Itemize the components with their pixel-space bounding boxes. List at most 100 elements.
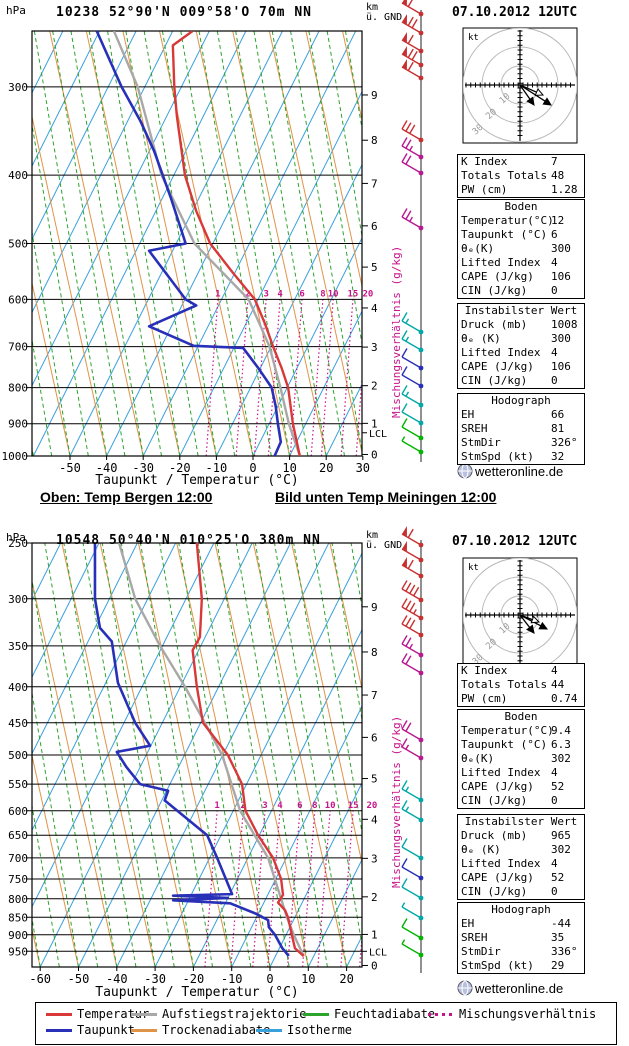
table-section-header: Boden — [504, 710, 538, 723]
stat-label: PW (cm) — [461, 692, 508, 705]
stat-value: 4 — [551, 857, 558, 870]
svg-text:2: 2 — [245, 289, 250, 299]
table-row: CAPE (J/kg) 52 — [458, 871, 584, 885]
stat-value: 0 — [551, 885, 558, 898]
svg-text:2: 2 — [371, 380, 378, 393]
stat-table: Boden Temperatur(°C) 9.4 Taupunkt (°C) 6.3 θₑ… — [457, 709, 585, 809]
stat-label: Lifted Index — [461, 766, 541, 779]
stat-table: Instabilster Wert Druck (mb) 965 θₑ (K) 302 L… — [457, 814, 585, 900]
svg-text:10: 10 — [325, 801, 336, 811]
stat-value: 44 — [551, 678, 565, 691]
table-row: CIN (J/kg) 0 — [458, 284, 584, 298]
legend-item: Trockenadiabate — [131, 1023, 270, 1037]
legend-label: Temperatur — [77, 1007, 150, 1021]
svg-text:5: 5 — [371, 261, 378, 274]
legend-item: Mischungsverhältnis — [428, 1007, 596, 1021]
stat-label: CAPE (J/kg) — [461, 360, 534, 373]
svg-text:400: 400 — [8, 681, 28, 694]
svg-text:700: 700 — [8, 852, 28, 865]
svg-text:30: 30 — [356, 461, 370, 475]
table-row: Lifted Index 4 — [458, 346, 584, 360]
stat-label: CAPE (J/kg) — [461, 871, 534, 884]
legend-label: Mischungsverhältnis — [459, 1007, 597, 1021]
svg-text:4: 4 — [277, 801, 283, 811]
table-row: θₑ (K) 300 — [458, 332, 584, 346]
table-row: θₑ(K) 300 — [458, 242, 584, 256]
stat-label: CIN (J/kg) — [461, 885, 528, 898]
stat-label: θₑ (K) — [461, 332, 501, 345]
legend: Temperatur Aufstiegstrajektorie Feuchtadia… — [35, 1002, 617, 1045]
stat-label: StmDir — [461, 436, 501, 449]
svg-text:6: 6 — [371, 731, 378, 744]
svg-text:-40: -40 — [96, 461, 118, 475]
km-label: km — [366, 2, 379, 13]
svg-text:8: 8 — [371, 134, 378, 147]
stat-table: Instabilster Wert Druck (mb) 1008 θₑ (K) 300… — [457, 303, 585, 389]
table-row: CAPE (J/kg) 106 — [458, 360, 584, 374]
svg-text:3: 3 — [263, 289, 268, 299]
svg-text:10: 10 — [301, 972, 315, 986]
svg-text:500: 500 — [8, 749, 28, 762]
svg-text:3: 3 — [371, 852, 378, 865]
stat-label: CIN (J/kg) — [461, 284, 528, 297]
stat-label: Temperatur(°C) — [461, 214, 554, 227]
watermark-text: wetteronline.de — [475, 981, 564, 996]
stat-label: StmSpd (kt) — [461, 959, 534, 972]
legend-swatch — [256, 1029, 282, 1032]
legend-item: Feuchtadiabate — [303, 1007, 435, 1021]
legend-label: Trockenadiabate — [162, 1023, 271, 1037]
table-row: SREH 81 — [458, 422, 584, 436]
legend-item: Temperatur — [46, 1007, 149, 1021]
table-row: PW (cm) 0.74 — [458, 692, 584, 706]
svg-text:-10: -10 — [221, 972, 243, 986]
table-row: Totals Totals 48 — [458, 169, 584, 183]
gnd-label: ü. GND — [366, 540, 403, 551]
table-row: Druck (mb) 965 — [458, 829, 584, 843]
table-row: SREH 35 — [458, 931, 584, 945]
legend-item: Isotherme — [256, 1023, 352, 1037]
svg-text:8: 8 — [320, 289, 325, 299]
svg-text:400: 400 — [8, 169, 28, 182]
svg-text:750: 750 — [8, 873, 28, 886]
stat-label: CAPE (J/kg) — [461, 780, 534, 793]
legend-swatch — [131, 1029, 157, 1032]
stat-label: Lifted Index — [461, 346, 541, 359]
svg-text:900: 900 — [8, 929, 28, 942]
svg-text:6: 6 — [299, 289, 304, 299]
table-row: StmSpd (kt) 29 — [458, 959, 584, 973]
stat-value: 0 — [551, 794, 558, 807]
gnd-label: ü. GND — [366, 12, 403, 23]
table-section-header: Instabilster Wert — [464, 815, 578, 828]
caption-top: Oben: Temp Bergen 12:00 — [40, 489, 213, 505]
stat-value: 0 — [551, 374, 558, 387]
stat-value: 300 — [551, 242, 571, 255]
svg-text:kt: kt — [468, 33, 479, 43]
stat-label: CAPE (J/kg) — [461, 270, 534, 283]
svg-text:10: 10 — [282, 461, 296, 475]
svg-text:0: 0 — [371, 448, 378, 461]
svg-text:2: 2 — [371, 891, 378, 904]
km-axis-label: km ü. GND — [366, 3, 402, 23]
sounding-curves — [95, 31, 302, 456]
svg-text:-20: -20 — [183, 972, 205, 986]
legend-swatch — [46, 1029, 72, 1032]
table-row: Lifted Index 4 — [458, 766, 584, 780]
svg-text:4: 4 — [371, 302, 378, 315]
svg-text:1: 1 — [215, 289, 220, 299]
svg-text:4: 4 — [371, 813, 378, 826]
stat-label: CIN (J/kg) — [461, 794, 528, 807]
table-row: Temperatur(°C) 9.4 — [458, 724, 584, 738]
stat-value: 965 — [551, 829, 571, 842]
table-row: θₑ(K) 302 — [458, 752, 584, 766]
station-header: 10548 50°40'N 010°25'O 380m NN — [56, 533, 321, 548]
stat-value: 32 — [551, 450, 565, 463]
svg-text:5: 5 — [371, 773, 378, 786]
x-axis-title: Taupunkt / Temperatur (°C) — [95, 985, 299, 1000]
svg-text:15: 15 — [347, 289, 358, 299]
svg-text:6: 6 — [371, 220, 378, 233]
caption-bottom: Bild unten Temp Meiningen 12:00 — [275, 489, 497, 505]
stat-label: Druck (mb) — [461, 318, 528, 331]
svg-text:1: 1 — [214, 801, 219, 811]
